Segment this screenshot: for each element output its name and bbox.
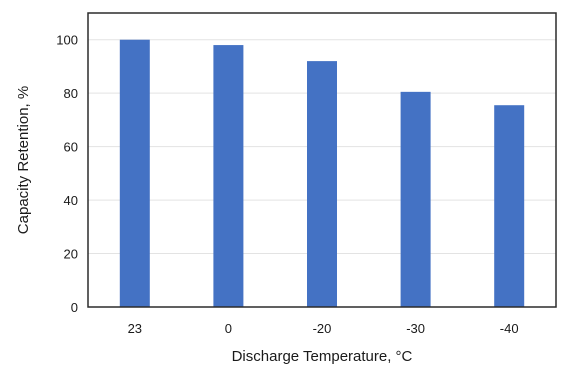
y-axis-title: Capacity Retention, %: [15, 86, 32, 234]
bar: [307, 61, 337, 307]
x-tick-label: -20: [313, 321, 332, 336]
y-axis-ticks: 0 20 40 60 80 100: [56, 33, 78, 315]
x-axis-title: Discharge Temperature, °C: [232, 348, 413, 365]
plot-frame: [87, 12, 557, 308]
bar: [213, 45, 244, 308]
y-tick-label: 0: [71, 300, 78, 315]
x-tick-label: 23: [128, 321, 142, 336]
y-tick-label: 40: [64, 193, 78, 208]
x-tick-label: -30: [406, 321, 425, 336]
bar: [119, 39, 150, 308]
x-tick-label: -40: [500, 321, 519, 336]
bar: [400, 91, 431, 307]
y-tick-label: 20: [64, 247, 78, 262]
bar: [494, 105, 525, 307]
y-tick-label: 80: [64, 86, 78, 101]
y-tick-label: 60: [64, 140, 78, 155]
x-axis-ticks: 23 0 -20 -30 -40: [128, 321, 519, 336]
bars: [119, 39, 525, 308]
x-tick-label: 0: [225, 321, 232, 336]
y-tick-label: 100: [56, 33, 78, 48]
